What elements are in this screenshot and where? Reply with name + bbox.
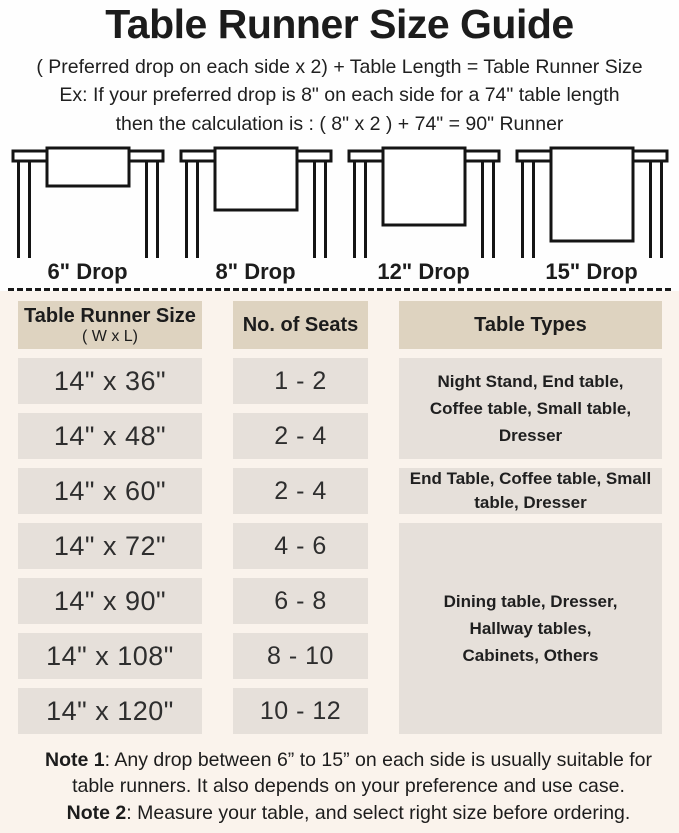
drop-illustrations: 6" Drop 8" Drop 12" Drop xyxy=(0,146,679,285)
formula-text: ( Preferred drop on each side x 2) + Tab… xyxy=(36,55,643,78)
size-cell-row7: 14" x 120" xyxy=(18,688,202,735)
illustration-8in-drop: 8" Drop xyxy=(172,146,340,285)
table-runner-diagram-icon xyxy=(515,146,668,258)
illustration-12in-drop: 12" Drop xyxy=(340,146,508,285)
seats-cell-row4: 4 - 6 xyxy=(233,523,368,570)
table-types-group-small-tables: Night Stand, End table, Coffee table, Sm… xyxy=(399,358,662,460)
table-runner-diagram-icon xyxy=(179,146,332,258)
table-runner-diagram-icon xyxy=(11,146,164,258)
drop-label-8in: 8" Drop xyxy=(215,258,296,284)
page-title-text: Table Runner Size Guide xyxy=(105,1,574,47)
example-line-2: then the calculation is : ( 8" x 2 ) + 7… xyxy=(115,112,564,135)
note-1: Note 1: Any drop between 6” to 15” on ea… xyxy=(22,747,675,799)
notes-section: Note 1: Any drop between 6” to 15” on ea… xyxy=(18,747,679,825)
note-2: Note 2: Measure your table, and select r… xyxy=(22,800,675,826)
note-1-label: Note 1 xyxy=(44,749,105,772)
drop-label-6in: 6" Drop xyxy=(47,258,128,284)
column-header-seats: No. of Seats xyxy=(233,301,368,350)
seats-cell-row3: 2 - 4 xyxy=(233,468,368,515)
size-guide-table: Table Runner Size ( W x L) No. of Seats … xyxy=(18,301,679,735)
runner-size-header-sub: ( W x L) xyxy=(82,327,138,345)
size-guide-section: Table Runner Size ( W x L) No. of Seats … xyxy=(0,291,679,833)
drop-label-12in: 12" Drop xyxy=(377,258,470,284)
illustration-6in-drop: 6" Drop xyxy=(4,146,172,285)
size-cell-row5: 14" x 90" xyxy=(18,578,202,625)
size-cell-row1: 14" x 36" xyxy=(18,358,202,405)
seats-cell-row2: 2 - 4 xyxy=(233,413,368,460)
size-cell-row2: 14" x 48" xyxy=(18,413,202,460)
drop-label-15in: 15" Drop xyxy=(545,258,638,284)
size-cell-row6: 14" x 108" xyxy=(18,633,202,680)
seats-cell-row6: 8 - 10 xyxy=(233,633,368,680)
note-2-label: Note 2 xyxy=(66,801,127,824)
seats-cell-row5: 6 - 8 xyxy=(233,578,368,625)
note-2-text: : Measure your table, and select right s… xyxy=(126,801,631,824)
example-line-1: Ex: If your preferred drop is 8" on each… xyxy=(59,84,620,107)
header-section: Table Runner Size Guide ( Preferred drop… xyxy=(0,0,679,292)
illustration-15in-drop: 15" Drop xyxy=(508,146,676,285)
dashed-divider xyxy=(8,288,671,292)
table-runner-diagram-icon xyxy=(347,146,500,258)
page-title: Table Runner Size Guide xyxy=(0,1,679,48)
column-header-runner-size: Table Runner Size ( W x L) xyxy=(18,301,202,350)
table-types-group-large-tables: Dining table, Dresser, Hallway tables, C… xyxy=(399,523,662,735)
column-header-table-types: Table Types xyxy=(399,301,662,350)
size-cell-row4: 14" x 72" xyxy=(18,523,202,570)
runner-size-header-title: Table Runner Size xyxy=(24,304,196,327)
note-1-text: : Any drop between 6” to 15” on each sid… xyxy=(72,749,653,798)
table-types-group-medium-tables: End Table, Coffee table, Small table, Dr… xyxy=(399,468,662,515)
size-cell-row3: 14" x 60" xyxy=(18,468,202,515)
seats-cell-row7: 10 - 12 xyxy=(233,688,368,735)
seats-cell-row1: 1 - 2 xyxy=(233,358,368,405)
